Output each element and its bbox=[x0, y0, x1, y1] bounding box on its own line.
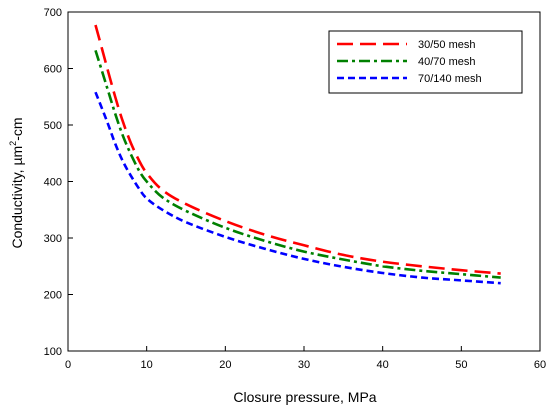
y-tick-label: 700 bbox=[44, 7, 62, 19]
y-axis-title-superscript: 2 bbox=[8, 141, 18, 146]
x-tick-label: 40 bbox=[377, 359, 389, 371]
axes: 0 10 20 30 40 50 60 100 200 300 400 500 600 700 bbox=[44, 7, 546, 371]
y-axis-title-unit: -cm bbox=[9, 117, 25, 140]
legend-label: 40/70 mesh bbox=[418, 56, 475, 68]
legend: 30/50 mesh 40/70 mesh 70/140 mesh bbox=[328, 30, 523, 94]
x-tick-label: 20 bbox=[219, 359, 231, 371]
y-axis-title: Conductivity, µm2-cm bbox=[8, 117, 25, 248]
y-tick-label: 100 bbox=[44, 346, 62, 358]
x-tick-label: 10 bbox=[141, 359, 153, 371]
x-tick-label: 50 bbox=[455, 359, 467, 371]
y-tick-label: 500 bbox=[44, 120, 62, 132]
y-tick-label: 400 bbox=[44, 177, 62, 189]
x-tick-label: 0 bbox=[65, 359, 71, 371]
x-tick-label: 30 bbox=[298, 359, 310, 371]
x-axis-title: Closure pressure, MPa bbox=[233, 389, 376, 405]
y-tick-label: 600 bbox=[44, 64, 62, 76]
legend-label: 70/140 mesh bbox=[418, 73, 482, 85]
legend-label: 30/50 mesh bbox=[418, 39, 475, 51]
series-lines bbox=[94, 24, 501, 285]
y-axis-title-main: Conductivity, µm bbox=[9, 146, 25, 249]
x-tick-label: 60 bbox=[534, 359, 546, 371]
y-tick-label: 200 bbox=[44, 290, 62, 302]
y-tick-label: 300 bbox=[44, 233, 62, 245]
series-line-70-140-mesh bbox=[94, 91, 501, 285]
series-line-30-50-mesh bbox=[94, 24, 501, 275]
series-line-40-70-mesh bbox=[94, 50, 501, 279]
